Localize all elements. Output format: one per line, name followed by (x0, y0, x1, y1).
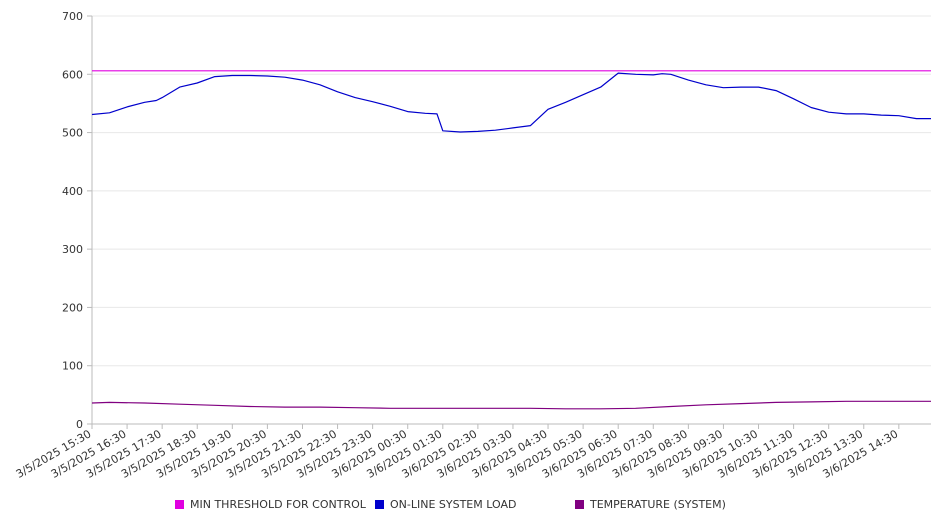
series-line-temperature (91, 400, 931, 410)
legend: MIN THRESHOLD FOR CONTROL ON-LINE SYSTEM… (0, 498, 946, 514)
axis-layer (91, 16, 931, 425)
legend-label-min-threshold: MIN THRESHOLD FOR CONTROL (190, 498, 366, 511)
legend-item-temperature[interactable]: TEMPERATURE (SYSTEM) (575, 498, 726, 511)
legend-swatch-system-load (375, 500, 384, 509)
x-tick-labels: 3/5/2025 15:303/5/2025 16:303/5/2025 17:… (14, 427, 901, 481)
y-tick-label: 0 (76, 418, 83, 431)
series-layer (91, 70, 931, 410)
y-tick-label: 300 (62, 243, 83, 256)
legend-swatch-min-threshold (175, 500, 184, 509)
legend-item-min-threshold[interactable]: MIN THRESHOLD FOR CONTROL (175, 498, 366, 511)
y-tick-label: 500 (62, 127, 83, 140)
series-line-system-load (91, 72, 931, 133)
y-tick-label: 100 (62, 360, 83, 373)
grid-layer (87, 15, 931, 429)
y-tick-label: 600 (62, 68, 83, 81)
legend-item-system-load[interactable]: ON-LINE SYSTEM LOAD (375, 498, 516, 511)
y-tick-label: 200 (62, 301, 83, 314)
y-tick-label: 400 (62, 185, 83, 198)
legend-swatch-temperature (575, 500, 584, 509)
y-tick-labels: 0 100 200 300 400 500 600 700 (62, 10, 83, 431)
legend-label-temperature: TEMPERATURE (SYSTEM) (590, 498, 726, 511)
y-tick-label: 700 (62, 10, 83, 23)
legend-label-system-load: ON-LINE SYSTEM LOAD (390, 498, 517, 511)
